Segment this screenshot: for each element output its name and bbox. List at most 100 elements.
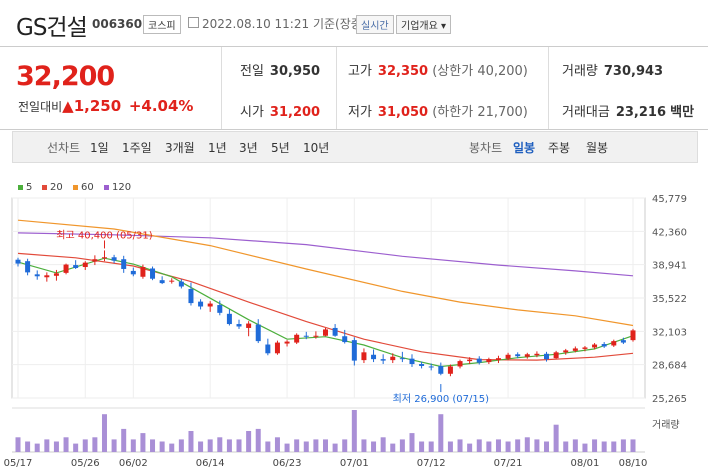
candle-body [342,336,348,343]
candle-body [553,352,559,359]
candle-body [140,267,146,277]
divider [221,47,222,129]
line-chart-label: 선차트 [47,141,81,155]
candle-body [246,323,252,328]
volume-bar [409,433,415,452]
legend-swatch [104,184,109,190]
candle-body [601,344,607,347]
divider [548,47,549,129]
volume-bar [476,439,482,452]
basis-label: 기준(장중) [312,17,367,31]
volume-bar [553,424,559,452]
ma120-line [17,232,634,277]
volume-bar [572,439,578,452]
candle-body [34,274,40,277]
company-overview-dropdown[interactable]: 기업개요 ▾ [396,15,452,34]
prev-close-label: 전일 [240,64,264,79]
volume-bar [92,437,98,452]
x-tick-label: 06/23 [273,458,302,469]
realtime-button[interactable]: 실시간 [356,15,394,34]
tab-monthly[interactable]: 월봉 [586,141,609,155]
x-tick-label: 05/17 [4,458,33,469]
legend-swatch [73,184,78,190]
candle-body [207,303,213,307]
volume-bar [371,441,377,452]
volume-bar [284,443,290,452]
volume-bar [592,439,598,452]
volume-bar [438,414,444,452]
volume-bar [419,441,425,452]
candle-body [188,288,194,304]
legend-label: 20 [50,182,63,193]
candle-body [217,305,223,313]
amount-label: 거래대금 [562,105,610,120]
tab-5year[interactable]: 5년 [271,141,290,155]
high-price: 고가 32,350 (상한가 40,200) [348,60,528,79]
volume-bar [342,439,348,452]
amount-value: 23,216 [615,105,667,120]
volume-bar [361,439,367,452]
candle-body [150,268,156,279]
ma60-line [17,219,634,327]
candle-body [236,324,242,327]
open-price: 시가 31,200 [240,101,320,120]
candle-body [505,354,511,359]
low-annotation: 최저 26,900 (07/15) [393,393,489,405]
upper-limit: (상한가 40,200) [432,64,528,79]
legend-label: 120 [112,182,132,193]
tab-10year[interactable]: 10년 [303,141,330,155]
volume-bar [82,439,88,452]
volume-bar [159,441,165,452]
candle-body [515,354,521,357]
candle-body [476,358,482,363]
candle-body [169,280,175,282]
x-tick-label: 08/10 [619,458,648,469]
volume-bar [73,443,79,452]
calendar-icon [188,17,199,28]
legend-swatch [18,184,23,190]
lower-limit: (하한가 21,700) [432,105,528,120]
volume-bar [265,441,271,452]
tab-daily[interactable]: 일봉 [513,141,536,155]
candle-body [82,262,88,268]
volume-bar [207,439,213,452]
high-annotation: 최고 40,400 (05/31) [56,229,152,241]
stock-header: GS건설 006360 코스피 2022.08.10 11:21 기준(장중) … [0,0,708,46]
volume-bar [15,437,21,452]
high-value: 32,350 [377,64,429,79]
candle-body [467,359,473,362]
candle-body [457,361,463,367]
candle-body [274,342,280,354]
open-label: 시가 [240,105,264,120]
legend-label: 5 [26,182,33,193]
tab-1week[interactable]: 1주일 [122,141,152,155]
x-tick-label: 05/26 [71,458,100,469]
candle-body [447,366,453,374]
candle-body [25,261,31,273]
volume-bar [457,439,463,452]
overview-label: 기업개요 [401,21,438,32]
volume-bar [178,439,184,452]
y-tick-label: 42,360 [652,227,687,238]
volume-bar [303,441,309,452]
chart-tabs: 선차트 1일 1주일 3개월 1년 3년 5년 10년 봉차트 일봉 주봉 월봉 [12,131,698,163]
high-label: 고가 [348,64,372,79]
tab-1day[interactable]: 1일 [90,141,109,155]
volume-bar [226,439,232,452]
x-tick-label: 06/14 [196,458,225,469]
tab-weekly[interactable]: 주봉 [548,141,571,155]
candle-body [582,347,588,349]
candle-body [351,340,357,361]
volume-bar [63,437,69,452]
tab-3year[interactable]: 3년 [239,141,258,155]
candle-body [63,264,69,273]
tab-1year[interactable]: 1년 [208,141,227,155]
volume-bar [534,439,540,452]
candle-body [198,301,204,307]
tab-3month[interactable]: 3개월 [165,141,195,155]
legend-ma60: 60 [73,182,94,193]
datetime-value: 2022.08.10 11:21 [202,17,310,31]
volume-bar [111,439,117,452]
candle-body [53,273,59,276]
